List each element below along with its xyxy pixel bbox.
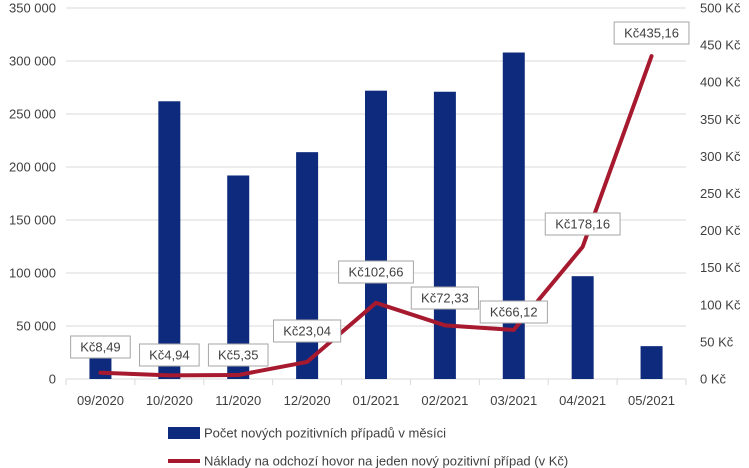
data-label-box (544, 212, 621, 236)
bar (502, 52, 525, 380)
legend: Počet nových pozitivních případů v měsíc… (168, 426, 568, 468)
x-tick-label: 10/2020 (146, 393, 193, 408)
y-right-tick-label: 350 Kč (700, 112, 741, 127)
y-right-tick-label: 50 Kč (700, 334, 734, 349)
bar (571, 276, 594, 379)
data-label-box (338, 260, 414, 284)
y-axis-right: 0 Kč 50 Kč 100 Kč 150 Kč 200 Kč 250 Kč 300 Kč 3… (700, 1, 741, 387)
data-label-box (70, 335, 131, 359)
data-label-box (410, 286, 479, 310)
x-tick-label: 11/2020 (215, 393, 261, 408)
x-axis: 09/2020 10/2020 11/2020 12/2020 01/2021 02/20… (65, 379, 687, 408)
data-label: Kč23,04 (283, 324, 331, 339)
bar (365, 90, 387, 380)
data-label: Kč435,16 (624, 26, 679, 41)
data-label-box (139, 343, 200, 367)
line-series (98, 54, 654, 378)
data-label: Kč178,16 (555, 217, 610, 232)
bar (158, 101, 181, 379)
y-left-tick-label: 0 (49, 372, 56, 387)
y-left-tick-label: 50 000 (16, 319, 56, 334)
x-tick-label: 09/2020 (77, 393, 124, 408)
y-right-tick-label: 150 Kč (700, 260, 741, 275)
x-tick-label: 03/2021 (490, 393, 537, 408)
y-right-tick-label: 400 Kč (700, 75, 741, 90)
data-label-box (207, 343, 269, 367)
y-left-tick-label: 200 000 (9, 160, 56, 175)
data-label: Kč66,12 (490, 305, 538, 320)
legend-line-label: Náklady na odchozí hovor na jeden nový p… (204, 454, 568, 468)
bar (296, 152, 319, 379)
legend-bar-label: Počet nových pozitivních případů v měsíc… (204, 426, 446, 441)
y-right-tick-label: 300 Kč (700, 149, 741, 164)
data-label: Kč5,35 (218, 348, 258, 363)
data-labels: Kč8,49 Kč4,94 Kč5,35 Kč23,04 Kč102,66 Kč72,33… (70, 21, 690, 367)
y-axis-left: 0 50 000 100 000 150 000 200 000 250 000 300 0… (9, 1, 56, 387)
data-label-box (273, 319, 342, 343)
y-left-tick-label: 250 000 (9, 107, 56, 122)
data-label: Kč72,33 (421, 291, 469, 306)
y-right-tick-label: 0 Kč (700, 372, 727, 387)
data-label-box (479, 300, 548, 324)
legend-bar-swatch (168, 427, 200, 439)
x-tick-label: 04/2021 (559, 393, 606, 408)
data-label: Kč102,66 (349, 265, 404, 280)
line-path (98, 54, 654, 378)
y-right-tick-label: 100 Kč (700, 297, 741, 312)
y-left-tick-label: 300 000 (9, 54, 56, 69)
bar (640, 346, 663, 379)
x-tick-label: 12/2020 (284, 393, 331, 408)
bar (433, 91, 456, 380)
y-right-tick-label: 500 Kč (700, 1, 741, 16)
bar (89, 356, 112, 379)
y-right-tick-label: 200 Kč (700, 223, 741, 238)
data-label: Kč4,94 (149, 348, 189, 363)
x-tick-label: 02/2021 (421, 393, 468, 408)
x-tick-label: 01/2021 (353, 393, 400, 408)
y-right-tick-label: 450 Kč (700, 38, 741, 53)
bar (227, 175, 250, 379)
x-tick-label: 05/2021 (628, 393, 675, 408)
y-left-tick-label: 350 000 (9, 1, 56, 16)
y-right-tick-label: 250 Kč (700, 186, 741, 201)
data-label-box (613, 21, 690, 45)
y-left-tick-label: 100 000 (9, 266, 56, 281)
y-left-tick-label: 150 000 (9, 213, 56, 228)
data-label: Kč8,49 (80, 340, 120, 355)
